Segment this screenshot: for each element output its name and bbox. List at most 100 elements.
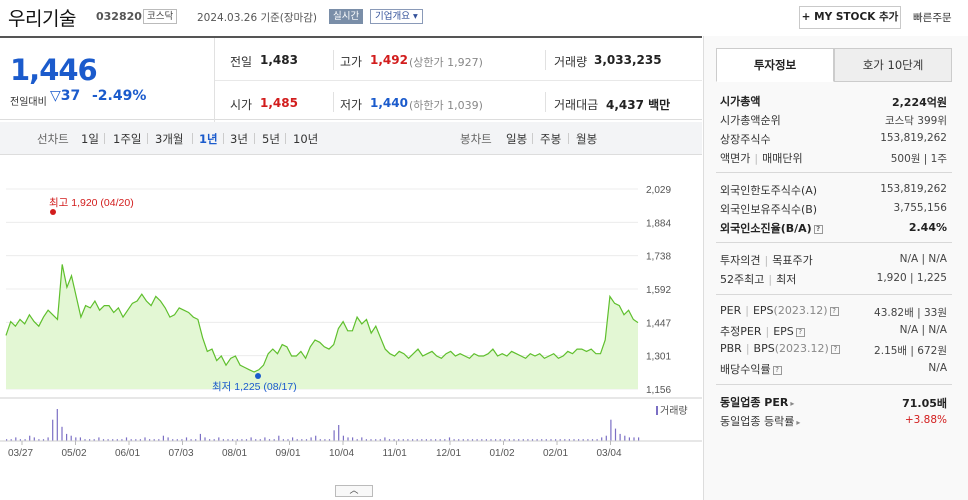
tab-daily[interactable]: 일봉 (506, 132, 528, 146)
volume-bar (273, 439, 275, 441)
foreign-hold-label: 외국인보유주식수(B) (720, 203, 818, 216)
volume-bar (167, 437, 169, 441)
tab-1y[interactable]: 1년 (199, 132, 218, 146)
tab-1w[interactable]: 1주일 (113, 132, 142, 146)
tab-monthly[interactable]: 월봉 (576, 132, 598, 146)
lower-limit: (하한가 1,039) (409, 99, 483, 112)
company-overview-button[interactable]: 기업개요 ▾ (370, 9, 423, 24)
collapse-chart-button[interactable]: ︿ (335, 485, 373, 497)
price-chart[interactable]: 2,029 1,884 1,738 1,592 1,447 1,301 1,156 최고 1,… (0, 155, 702, 490)
volume-bar (102, 439, 105, 441)
tab-10y[interactable]: 10년 (293, 132, 319, 146)
industry-per-label[interactable]: 동일업종 PER ▸ (720, 394, 794, 410)
volume-bar (112, 439, 114, 441)
quick-order-button[interactable]: 빠른주문 (913, 12, 952, 24)
volume-bar (638, 437, 640, 441)
tab-1d[interactable]: 1일 (81, 132, 99, 146)
volume-bar (633, 437, 635, 441)
volume-bar (255, 439, 257, 441)
volume-bar (384, 437, 386, 441)
realtime-badge[interactable]: 실시간 (329, 9, 364, 24)
volume-bar (319, 439, 321, 441)
volume-bar (402, 439, 404, 441)
industry-change-label[interactable]: 동일업종 등락률 ▸ (720, 413, 800, 429)
tab-separator (223, 133, 224, 144)
volume-bar (107, 439, 109, 441)
y-tick-label: 2,029 (646, 185, 671, 196)
dividend-text: 배당수익률 (720, 363, 771, 376)
help-icon[interactable]: ? (813, 224, 823, 234)
industry-per-value: 71.05배 (902, 397, 947, 410)
x-tick-label: 09/01 (276, 448, 301, 459)
volume-bar (310, 437, 312, 441)
tab-3y[interactable]: 3년 (230, 132, 248, 146)
volume-bar (444, 439, 446, 441)
foreign-ratio-label: 외국인소진율(B/A)? (720, 220, 823, 236)
volume-bar (204, 437, 206, 441)
tab-5y[interactable]: 5년 (262, 132, 280, 146)
volume-bar (328, 439, 331, 441)
min-label: 최저 1,225 (08/17) (212, 381, 297, 393)
tab-order-book-10[interactable]: 호가 10단계 (834, 48, 952, 82)
volume-bar (513, 439, 515, 441)
per-label: PER (720, 304, 742, 317)
separator: | (754, 152, 759, 165)
change-amount: ▽37 (50, 88, 80, 104)
volume-bar (550, 439, 552, 441)
volume-bar (522, 439, 524, 441)
trade-unit-label: 매매단위 (762, 152, 803, 165)
par-label: 액면가 (720, 152, 751, 165)
volume-bar (93, 439, 95, 441)
volume-bar (135, 439, 137, 441)
volume-bar (624, 435, 626, 441)
volume-bar (195, 439, 197, 441)
current-price: 1,446 (10, 53, 98, 87)
x-tick-label: 08/01 (222, 448, 247, 459)
volume-bar (66, 433, 68, 441)
volume-bar (172, 439, 174, 441)
volume-bar (10, 439, 12, 441)
volume-bar (610, 419, 612, 441)
help-icon[interactable]: ? (830, 344, 840, 354)
tab-weekly[interactable]: 주봉 (540, 132, 562, 146)
x-tick-label: 10/04 (329, 448, 354, 459)
base-time: 2024.03.26 기준(장마감) (197, 12, 317, 24)
est-eps-label: EPS (773, 325, 794, 338)
separator: | (745, 342, 750, 355)
volume-bar (222, 439, 224, 441)
volume-bar (264, 437, 266, 441)
volume-bar (435, 439, 437, 441)
investment-info-panel: 투자정보 호가 10단계 시가총액 2,224억원 시가총액순위 코스닥 399… (703, 36, 968, 500)
tab-investment-info[interactable]: 투자정보 (716, 48, 834, 82)
volume-bar (75, 437, 77, 441)
add-mystock-button[interactable]: + MY STOCK 추가 (799, 6, 901, 29)
y-tick-label: 1,884 (646, 218, 671, 229)
help-icon[interactable]: ? (829, 306, 839, 316)
price-chart-svg[interactable]: 2,029 1,884 1,738 1,592 1,447 1,301 1,156 최고 1,… (0, 155, 702, 490)
help-icon[interactable]: ? (772, 365, 782, 375)
change-amount-value: 37 (60, 88, 81, 104)
volume-bar (56, 409, 58, 441)
foreign-limit-value: 153,819,262 (880, 183, 947, 195)
volume-bar (541, 439, 543, 441)
volume-bar (333, 430, 335, 441)
volume-bar (176, 439, 178, 441)
volume-bar (388, 439, 391, 441)
volume-bar (370, 439, 372, 441)
volume-bar (407, 439, 409, 441)
week52-high-label: 52주최고 (720, 273, 765, 286)
eps-label: EPS (752, 304, 774, 317)
help-icon[interactable]: ? (795, 327, 805, 337)
tab-3m[interactable]: 3개월 (155, 132, 184, 146)
volume-bar (241, 439, 243, 441)
par-value-label: 액면가 | 매매단위 (720, 150, 803, 166)
tab-separator (192, 133, 193, 144)
tab-separator (568, 133, 569, 144)
volume-bar (139, 439, 141, 441)
opinion-target-value: N/A | N/A (899, 253, 947, 265)
x-tick-label: 11/01 (383, 448, 408, 459)
volume-bar (527, 439, 529, 441)
price-line (5, 264, 639, 373)
volume-bar (130, 439, 132, 441)
candle-chart-heading: 봉차트 (460, 132, 492, 146)
